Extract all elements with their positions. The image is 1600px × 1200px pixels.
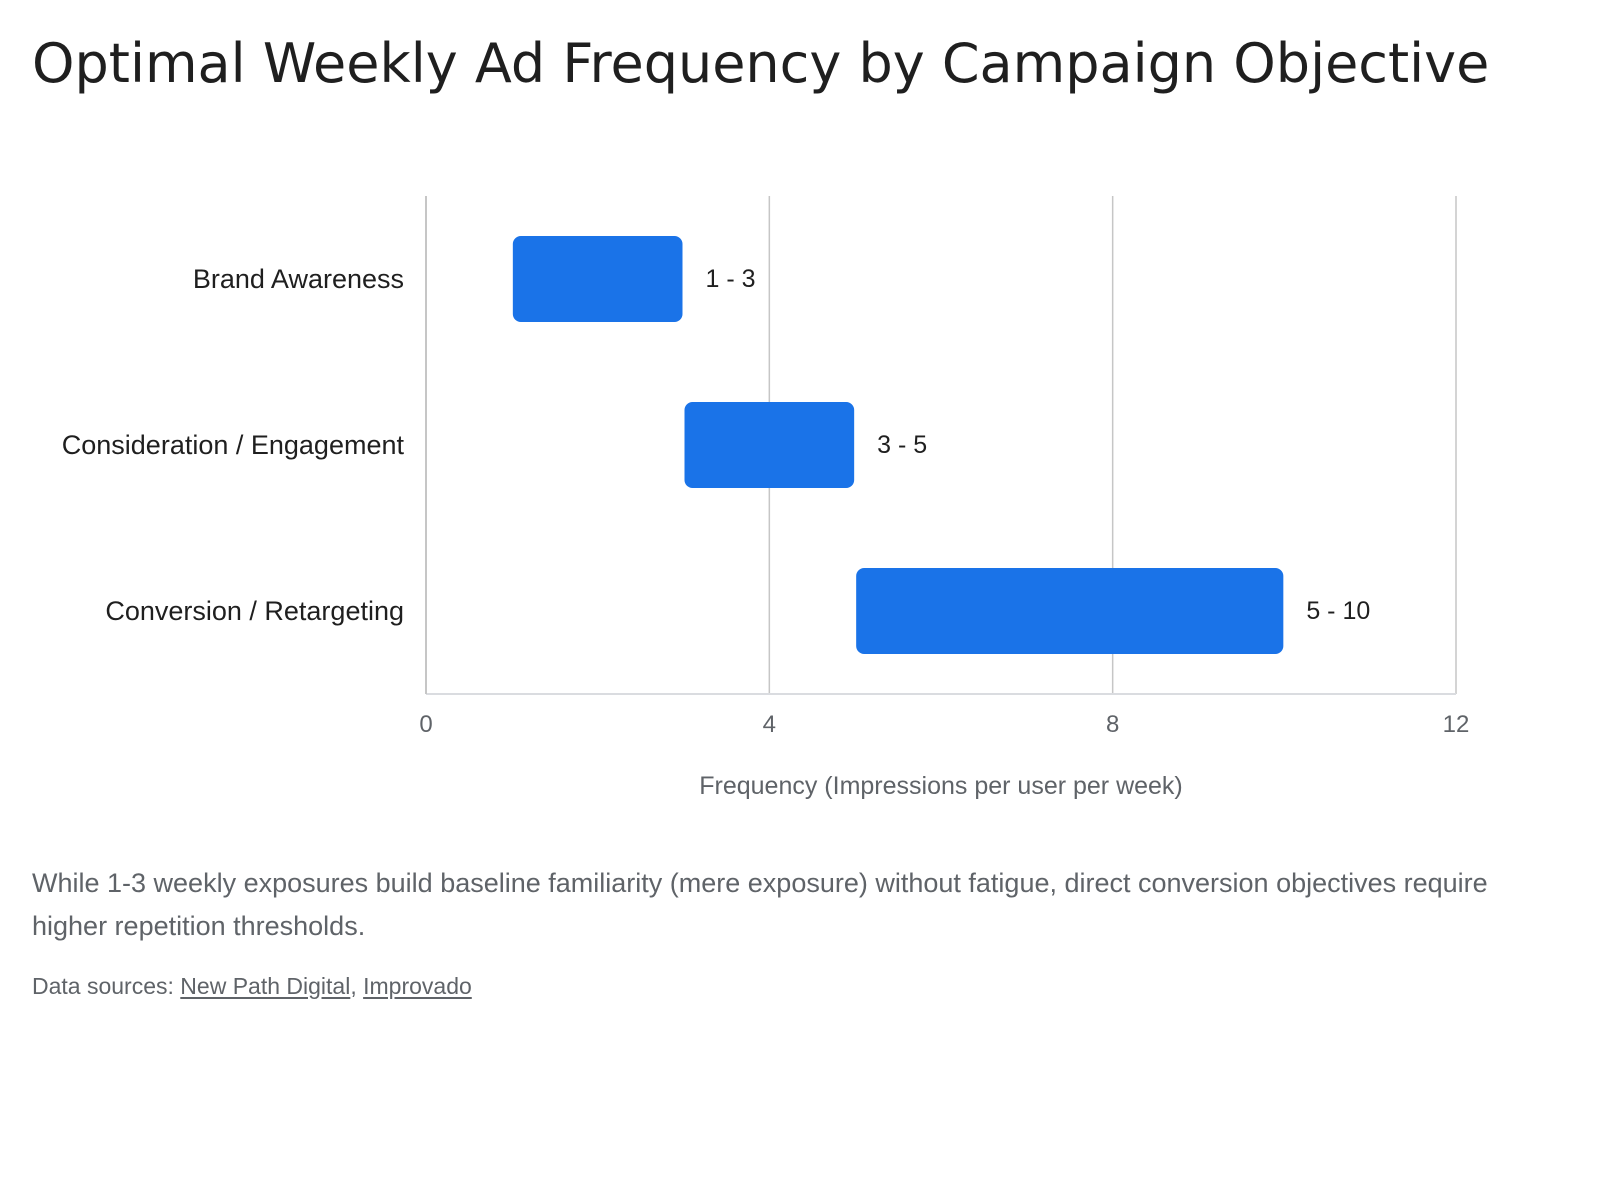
data-label-1: 1 - 3 [706, 265, 756, 293]
sources-prefix: Data sources: [32, 973, 181, 999]
chart-caption: While 1-3 weekly exposures build baselin… [32, 868, 1488, 941]
chart-title: Optimal Weekly Ad Frequency by Campaign … [32, 32, 1490, 95]
x-tick-label-8: 8 [1106, 711, 1119, 738]
source-link-new-path-digital[interactable]: New Path Digital [180, 973, 351, 999]
category-label-1: Brand Awareness [193, 264, 404, 294]
bar-3 [856, 568, 1284, 654]
bar-2 [684, 402, 855, 488]
x-axis-title: Frequency (Impressions per user per week… [699, 772, 1183, 800]
category-label-3: Conversion / Retargeting [105, 596, 404, 626]
source-link-improvado[interactable]: Improvado [363, 973, 472, 999]
data-sources: Data sources: New Path Digital, Improvad… [32, 970, 472, 1002]
sources-separator: , [350, 973, 364, 999]
category-label-2: Consideration / Engagement [62, 430, 405, 460]
data-label-2: 3 - 5 [877, 431, 927, 459]
bar-1 [512, 236, 683, 322]
data-label-3: 5 - 10 [1306, 597, 1370, 625]
range-bar-chart: Brand Awareness 1 - 3 Consideration / Enga… [62, 196, 1470, 800]
x-tick-label-0: 0 [419, 711, 432, 738]
x-tick-label-4: 4 [763, 711, 776, 738]
x-tick-label-12: 12 [1443, 711, 1470, 738]
